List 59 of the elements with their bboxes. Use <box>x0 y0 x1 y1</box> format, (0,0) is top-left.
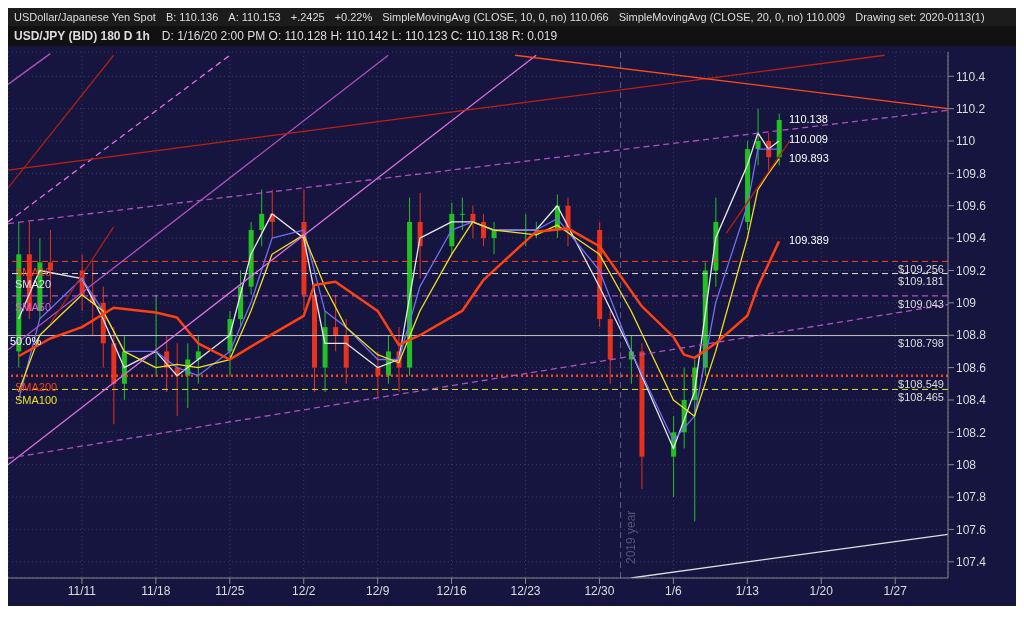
ref-line-label: SMA100 <box>15 394 58 407</box>
annotation: $108.465 <box>898 391 944 404</box>
y-tick-label: 107.4 <box>956 555 987 570</box>
candlestick <box>375 350 381 398</box>
x-tick-label: 12/23 <box>510 583 541 598</box>
chart-subtitle: D: 1/16/20 2:00 PM O: 110.128 H: 110.142 L: 110.123 C: 110.138 R: 0.019 <box>161 29 558 43</box>
y-tick-label: 108.4 <box>956 393 987 408</box>
annotation: $108.798 <box>898 337 944 350</box>
y-tick-label: 108.8 <box>956 328 987 343</box>
x-tick-label: 12/2 <box>292 583 316 598</box>
annotation: $108.549 <box>898 377 944 390</box>
x-tick-label: 12/9 <box>365 583 390 598</box>
candlestick <box>481 213 486 247</box>
annotation: 109.893 <box>789 152 829 165</box>
x-tick-label: 11/18 <box>141 583 171 598</box>
candlestick <box>333 294 339 352</box>
y-tick-label: 109.8 <box>956 166 987 181</box>
candlestick <box>195 334 201 385</box>
chart-title: USD/JPY (BID) 180 D 1h <box>14 29 150 43</box>
text: +.2425 <box>290 11 325 23</box>
y-tick-label: 109.4 <box>956 231 987 246</box>
annotation: $109.181 <box>898 275 944 288</box>
text: +0.22% <box>334 11 373 23</box>
candlestick <box>470 205 476 239</box>
text: Drawing set: 2020-0113(1) <box>855 11 985 23</box>
x-tick-label: 11/11 <box>67 583 97 598</box>
y-tick-label: 109 <box>956 296 977 311</box>
annotation: 110.009 <box>789 133 828 146</box>
x-tick-label: 12/30 <box>584 583 615 598</box>
y-tick-label: 109.2 <box>956 263 987 278</box>
candlestick <box>259 189 265 247</box>
text: A: 110.153 <box>228 11 281 23</box>
annotation: $109.043 <box>898 297 944 310</box>
x-tick-label: 1/27 <box>883 583 908 598</box>
x-tick-label: 1/6 <box>665 583 683 598</box>
text: B: 110.136 <box>165 11 219 23</box>
annotation: $109.256 <box>898 263 944 276</box>
candlestick <box>491 221 497 255</box>
x-tick-label: 12/16 <box>436 583 467 598</box>
y-tick-label: 107.6 <box>956 522 987 537</box>
y-tick-label: 110 <box>956 134 976 149</box>
y-tick-label: 108 <box>956 457 977 472</box>
y-tick-label: 108.6 <box>956 360 987 375</box>
candlestick <box>755 108 761 166</box>
y-tick-label: 110.2 <box>956 101 986 116</box>
text: SimpleMovingAvg (CLOSE, 10, 0, no) 110.066 <box>382 11 609 23</box>
y-tick-label: 108.2 <box>956 425 987 440</box>
x-tick-label: 1/13 <box>735 583 760 598</box>
x-tick-label: 11/25 <box>215 583 245 598</box>
y-tick-label: 110.4 <box>956 69 986 84</box>
ref-line-label: 2019 year <box>623 510 638 564</box>
annotation: 109.389 <box>789 233 829 246</box>
y-tick-label: 109.6 <box>956 199 987 214</box>
x-tick-label: 1/20 <box>809 583 834 598</box>
y-tick-label: 107.8 <box>956 490 987 505</box>
text: SimpleMovingAvg (CLOSE, 20, 0, no) 110.009 <box>618 11 846 23</box>
annotation: 110.138 <box>789 112 828 125</box>
text: USDollar/Japanese Yen Spot <box>14 11 156 23</box>
candlestick <box>459 197 465 231</box>
